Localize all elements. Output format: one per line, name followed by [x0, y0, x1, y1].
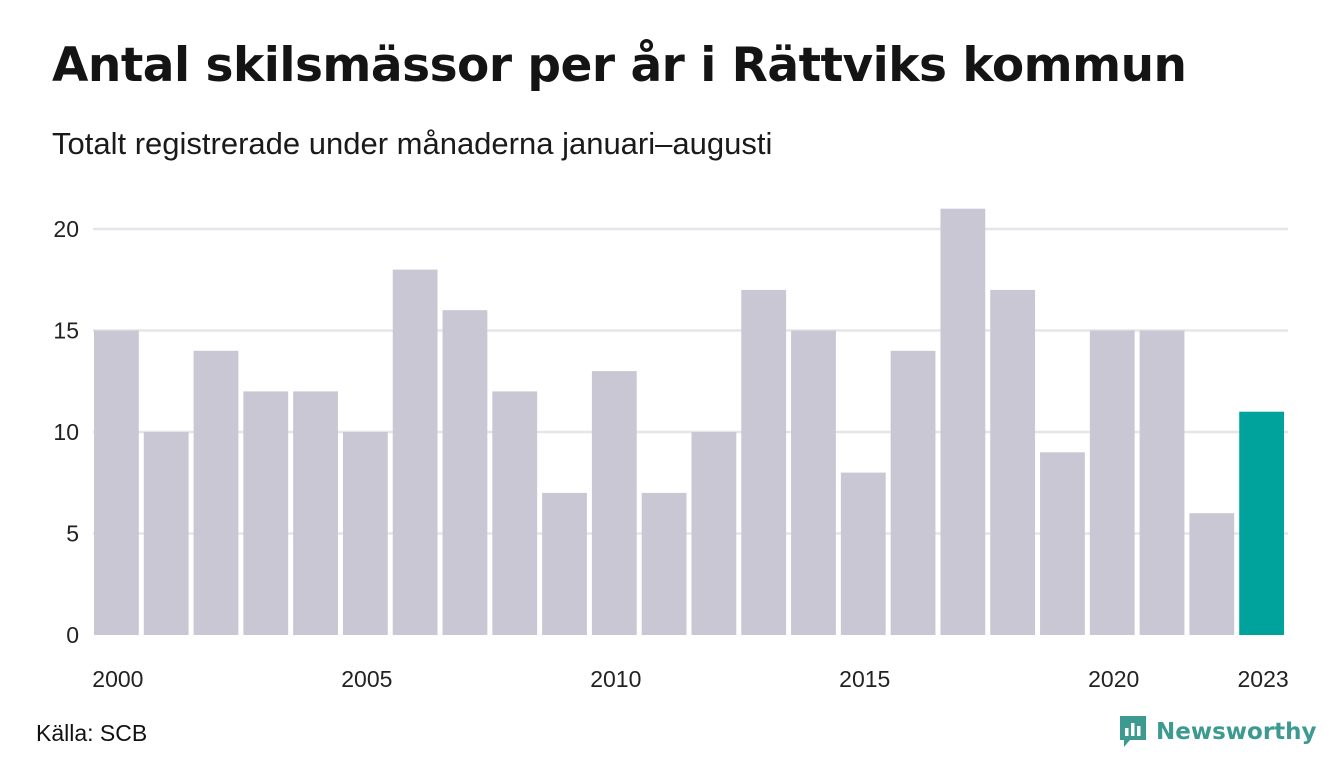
bar-2006 — [392, 269, 438, 635]
newsworthy-logo-icon — [1120, 716, 1146, 747]
bar-2011 — [641, 492, 687, 635]
bar-2018 — [990, 289, 1036, 635]
y-tick-label: 10 — [53, 419, 79, 445]
bar-2007 — [442, 310, 488, 635]
bar-2021 — [1139, 330, 1185, 635]
bar-chart: 0 5 10 15 20 2000 2005 2010 2015 2020 2023 — [53, 208, 1289, 692]
bar-2009 — [542, 492, 587, 635]
chart-title: Antal skilsmässor per år i Rättviks komm… — [52, 38, 1187, 93]
bar-2014 — [791, 330, 836, 635]
bar-2022 — [1189, 513, 1235, 635]
bar-2004 — [293, 391, 338, 635]
brand-logo: Newsworthy — [1118, 714, 1317, 750]
bar-2017 — [940, 208, 986, 635]
bar-2023 — [1239, 411, 1284, 635]
bar-2013 — [741, 289, 787, 635]
y-tick-label: 20 — [53, 216, 79, 242]
bar-2008 — [492, 391, 538, 635]
y-tick-label: 0 — [66, 622, 79, 648]
x-tick-label: 2010 — [590, 666, 641, 692]
bar-2016 — [890, 350, 936, 635]
bar-2003 — [243, 391, 289, 635]
bar-2012 — [691, 432, 737, 635]
x-tick-label: 2000 — [92, 666, 143, 692]
chart-subtitle: Totalt registrerade under månaderna janu… — [52, 126, 773, 161]
source-note: Källa: SCB — [36, 720, 148, 746]
y-tick-label: 15 — [53, 318, 79, 344]
y-tick-label: 5 — [66, 521, 79, 547]
x-tick-label: 2020 — [1088, 666, 1139, 692]
brand-name: Newsworthy — [1156, 719, 1317, 745]
bar-2010 — [591, 371, 637, 635]
bar-2019 — [1040, 452, 1085, 635]
x-tick-label: 2015 — [839, 666, 890, 692]
bar-2001 — [143, 432, 189, 635]
bar-2015 — [840, 472, 886, 635]
x-tick-label: 2005 — [341, 666, 392, 692]
bar-2020 — [1089, 330, 1135, 635]
bar-2002 — [193, 350, 239, 635]
bar-2000 — [94, 330, 139, 635]
bar-2005 — [342, 432, 388, 635]
x-tick-label: 2023 — [1238, 666, 1289, 692]
